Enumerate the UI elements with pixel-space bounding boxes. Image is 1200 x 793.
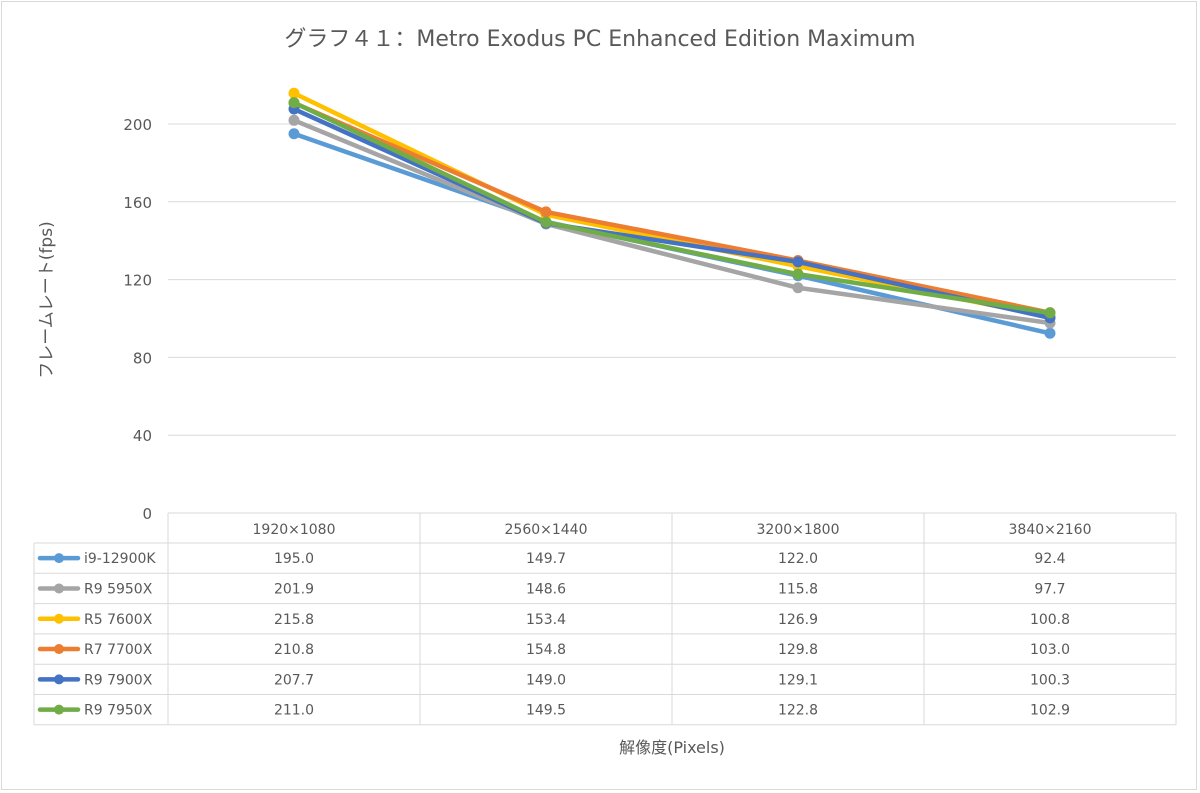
grid-layer [168,123,1176,436]
x-category-label: 3840×2160 [1009,522,1092,538]
data-point [288,114,300,126]
table-cell-value: 149.7 [526,551,566,567]
y-tick-label: 160 [123,194,152,212]
y-tick-label: 80 [133,349,152,367]
table-row: R9 7900X 207.7 149.0 129.1 100.3 [37,672,1070,688]
data-point [288,87,300,99]
legend-entry: R7 7700X [84,642,153,658]
table-cell-value: 129.8 [778,642,818,658]
chart-title: グラフ４１：Metro Exodus PC Enhanced Edition M… [284,27,915,52]
series-line [291,118,1053,326]
table-cell-value: 97.7 [1034,581,1065,597]
series-line [291,131,1053,336]
table-row: R9 7950X 211.0 149.5 122.8 102.9 [37,703,1070,719]
data-point [540,206,552,218]
series-r7-7700x [288,97,1056,319]
table-cell-value: 129.1 [778,672,818,688]
legend-key-marker [54,704,64,715]
legend-key-marker [54,553,64,564]
legend-entry: R9 5950X [84,581,153,597]
y-tick-label: 200 [123,116,152,134]
table-cell-value: 122.8 [778,703,818,719]
data-point [288,128,300,140]
table-row: R7 7700X 210.8 154.8 129.8 103.0 [37,642,1070,658]
table-cell-value: 211.0 [274,703,314,719]
table-cell-value: 115.8 [778,581,818,597]
y-axis-ticks: 0 40 80 120 160 200 [123,116,152,523]
table-cell-value: 207.7 [274,672,314,688]
series-r5-7600x [288,87,1056,323]
legend-entry: R5 7600X [84,612,153,628]
table-cell-value: 92.4 [1034,551,1065,567]
table-row: R9 5950X 201.9 148.6 115.8 97.7 [37,581,1066,597]
table-cell-value: 102.9 [1030,703,1070,719]
table-cell-value: 100.8 [1030,612,1070,628]
table-cell-value: 122.0 [778,551,818,567]
y-tick-label: 120 [123,272,152,290]
data-point [540,216,552,228]
table-cell-value: 215.8 [274,612,314,628]
series-line [291,100,1053,316]
legend-key-marker [54,613,64,624]
table-cell-value: 153.4 [526,612,566,628]
data-point [1044,327,1056,339]
table-cell-value: 100.3 [1030,672,1070,688]
legend-key-marker [54,583,64,594]
y-tick-label: 0 [142,505,152,523]
x-category-label: 3200×1800 [757,522,840,538]
x-axis-title: 解像度(Pixels) [619,738,725,757]
table-cell-value: 148.6 [526,581,566,597]
series-r9-7950x [288,97,1056,319]
table-cell-value: 126.9 [778,612,818,628]
y-tick-label: 40 [133,427,152,445]
table-cell-value: 195.0 [274,551,314,567]
data-point [792,282,804,294]
x-category-label: 1920×1080 [253,522,336,538]
table-cell-value: 103.0 [1030,642,1070,658]
data-point [1044,307,1056,319]
series-line [291,106,1053,321]
series-layer [288,87,1056,339]
legend-entry: i9-12900K [84,551,156,567]
table-cell-value: 149.0 [526,672,566,688]
series-line [291,100,1053,315]
legend-key-marker [54,674,64,685]
table-cell-value: 210.8 [274,642,314,658]
x-category-label: 2560×1440 [505,522,588,538]
table-row: i9-12900K 195.0 149.7 122.0 92.4 [37,551,1066,567]
series-line [291,91,1053,320]
y-axis-title: フレームレート(fps) [37,221,57,378]
data-point [288,97,300,109]
data-point [792,256,804,268]
table-cell-value: 154.8 [526,642,566,658]
data-point [792,268,804,280]
legend-entry: R9 7900X [84,672,153,688]
table-row: R5 7600X 215.8 153.4 126.9 100.8 [37,612,1070,628]
legend-entry: R9 7950X [84,703,153,719]
table-cell-value: 201.9 [274,581,314,597]
table-cell-value: 149.5 [526,703,566,719]
legend-key-marker [54,644,64,655]
data-table: 1920×1080 2560×1440 3200×1800 3840×2160 i9-1… [33,512,1177,726]
